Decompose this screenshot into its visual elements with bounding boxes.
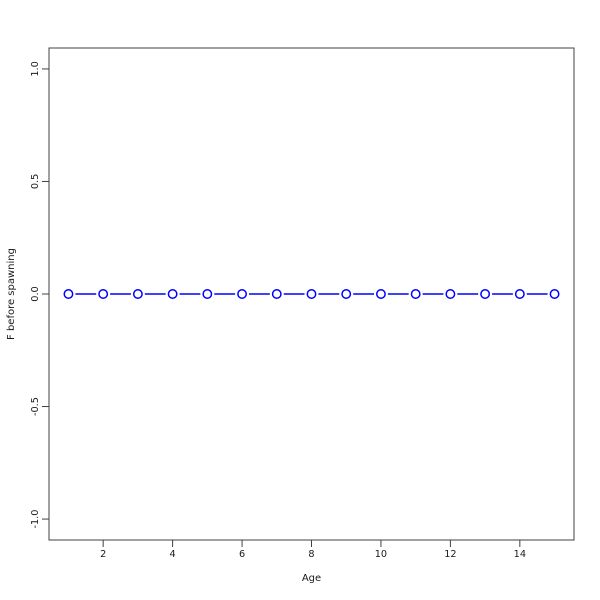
data-point xyxy=(549,289,560,299)
y-tick-label: -0.5 xyxy=(30,397,41,416)
data-point xyxy=(202,289,213,299)
data-point xyxy=(341,289,352,299)
x-tick-label: 6 xyxy=(239,549,245,560)
data-point xyxy=(480,289,491,299)
y-tick-label: 1.0 xyxy=(30,61,41,76)
y-tick-label: 0.5 xyxy=(30,174,41,189)
x-tick-label: 14 xyxy=(514,549,526,560)
x-tick-label: 4 xyxy=(170,549,176,560)
data-point xyxy=(445,289,456,299)
y-axis-label: F before spawning xyxy=(6,248,17,340)
data-point xyxy=(167,289,178,299)
data-point xyxy=(237,289,248,299)
x-tick-label: 2 xyxy=(100,549,106,560)
x-axis-label: Age xyxy=(302,573,321,584)
data-point xyxy=(306,289,317,299)
x-tick-label: 12 xyxy=(444,549,456,560)
data-point xyxy=(375,289,386,299)
data-point xyxy=(63,289,74,299)
data-series xyxy=(61,287,562,301)
y-tick-label: 0.0 xyxy=(30,286,41,301)
data-point xyxy=(98,289,109,299)
data-point xyxy=(514,289,525,299)
data-point xyxy=(132,289,143,299)
x-tick-label: 10 xyxy=(375,549,387,560)
y-tick-label: -1.0 xyxy=(30,510,41,529)
y-axis: -1.0 -0.5 0.0 0.5 1.0 xyxy=(30,61,49,529)
x-axis: 2 4 6 8 10 12 14 xyxy=(100,540,526,560)
x-tick-label: 8 xyxy=(308,549,314,560)
data-point xyxy=(410,289,421,299)
data-point xyxy=(271,289,282,299)
